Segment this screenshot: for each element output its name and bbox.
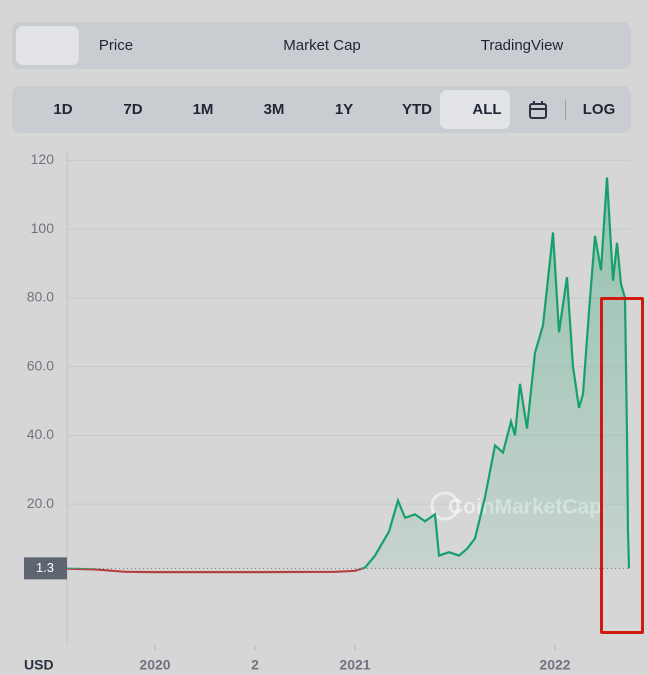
y-tick-label: 120 <box>31 151 55 167</box>
tab[interactable]: Price <box>98 37 134 54</box>
current-price-box <box>24 557 67 580</box>
y-tick-label: 40.0 <box>27 426 54 442</box>
range-button[interactable]: 1M <box>192 101 214 118</box>
y-tick-label: 60.0 <box>27 357 54 373</box>
y-tick-label: 80.0 <box>27 289 54 305</box>
tab[interactable]: Market Cap <box>283 37 361 54</box>
range-button[interactable]: 1Y <box>334 101 354 118</box>
range-button[interactable]: 3M <box>263 101 285 118</box>
selected-tab[interactable] <box>16 26 79 65</box>
watermark-logo <box>430 491 460 521</box>
tab[interactable]: TradingView <box>480 37 564 54</box>
price-line <box>67 177 631 569</box>
current-price-label: 1.3 <box>36 560 54 575</box>
log-toggle[interactable]: LOG <box>582 101 616 118</box>
x-tick-label: 2021 <box>339 657 370 673</box>
range-button[interactable]: YTD <box>402 101 432 118</box>
selected-range <box>440 90 510 129</box>
view-tabs: Price Market Cap TradingView <box>12 22 631 69</box>
x-tick-label: 2020 <box>139 657 170 673</box>
y-axis-label: USD <box>24 657 54 673</box>
range-tabs: 1D 7D 1M 3M 1Y YTD ALL LOG <box>12 86 631 133</box>
x-tick-label: 2 <box>251 657 259 673</box>
divider <box>565 100 566 120</box>
x-tick-label: 2022 <box>539 657 570 673</box>
y-tick-label: 100 <box>31 220 55 236</box>
area-fill <box>361 177 629 569</box>
range-button[interactable]: ALL <box>472 101 502 118</box>
calendar-icon[interactable] <box>528 100 548 120</box>
highlight-box <box>600 297 644 634</box>
range-button[interactable]: 1D <box>53 101 73 118</box>
y-tick-label: 20.0 <box>27 495 54 511</box>
range-button[interactable]: 7D <box>123 101 143 118</box>
